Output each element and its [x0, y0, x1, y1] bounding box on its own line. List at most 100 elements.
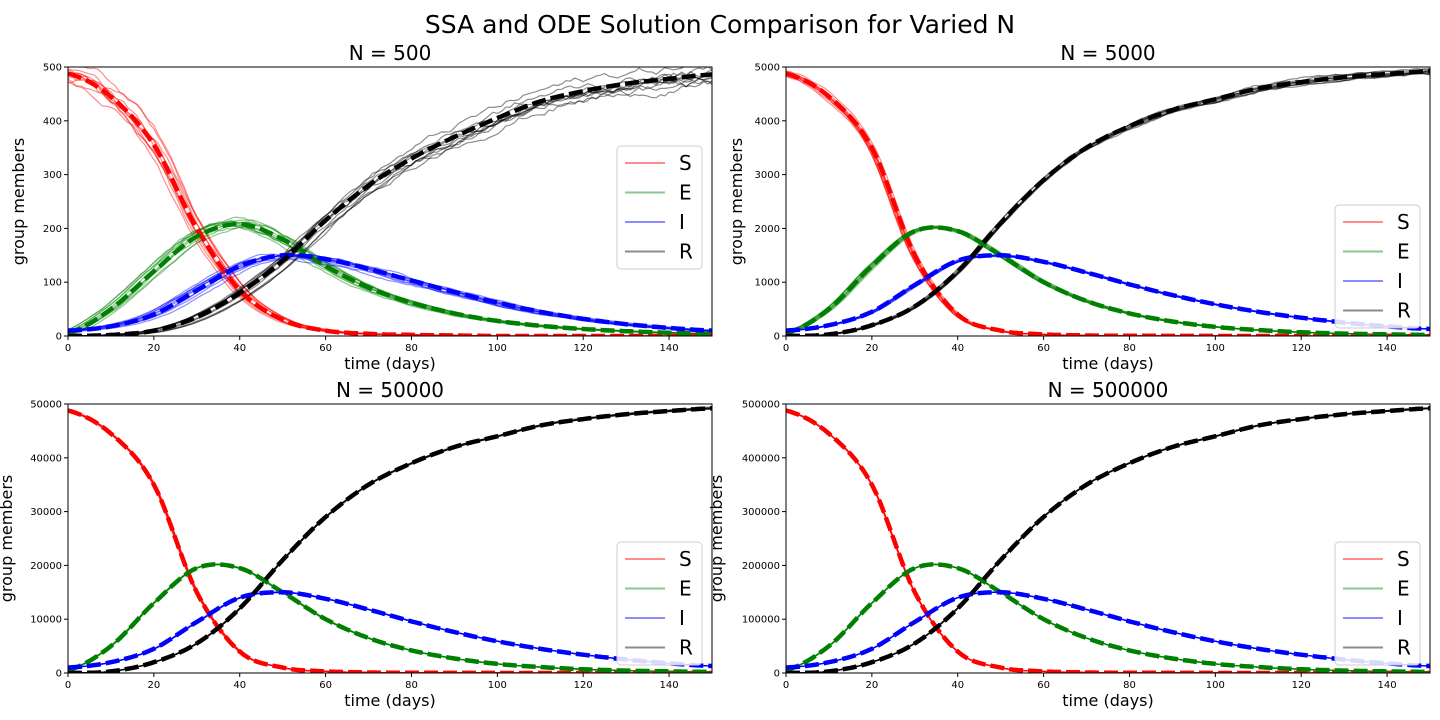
- ssa-line-S: [786, 409, 1430, 673]
- ssa-line-R: [786, 407, 1430, 673]
- legend-label-I: I: [1397, 269, 1403, 293]
- ssa-line-R: [786, 407, 1430, 673]
- y-tick-label: 200000: [742, 561, 780, 572]
- y-tick-label: 300: [43, 170, 62, 181]
- ssa-line-E: [786, 563, 1430, 673]
- ssa-line-R: [68, 407, 712, 673]
- ssa-line-S: [786, 71, 1430, 336]
- ssa-line-R: [786, 72, 1430, 336]
- ssa-line-E: [786, 563, 1430, 673]
- x-tick-label: 60: [319, 343, 332, 354]
- ssa-line-R: [68, 406, 712, 673]
- x-tick-label: 80: [1123, 680, 1136, 691]
- ssa-line-S: [68, 409, 712, 673]
- legend-box: [1334, 204, 1421, 329]
- ode-line-I: [68, 590, 712, 670]
- x-tick-label: 120: [574, 680, 593, 691]
- ssa-line-S: [68, 409, 712, 673]
- ssa-line-R: [68, 75, 712, 336]
- ssa-line-E: [786, 227, 1430, 336]
- legend-box: [1334, 541, 1421, 666]
- ssa-line-R: [786, 407, 1430, 673]
- ssa-line-S: [786, 71, 1430, 336]
- x-tick-label: 120: [1292, 343, 1311, 354]
- ssa-line-S: [786, 72, 1430, 336]
- ssa-line-S: [68, 410, 712, 673]
- legend-label-S: S: [679, 151, 692, 175]
- legend-label-R: R: [679, 240, 693, 264]
- ode-line-E: [68, 562, 712, 673]
- ode-line-S: [68, 408, 712, 673]
- ssa-line-E: [786, 226, 1430, 336]
- ode-line-R: [68, 72, 712, 336]
- ssa-line-E: [68, 563, 712, 673]
- y-tick-label: 0: [774, 669, 780, 680]
- x-tick-label: 0: [65, 680, 71, 691]
- ssa-line-E: [68, 563, 712, 673]
- legend-label-E: E: [679, 577, 692, 601]
- x-tick-label: 40: [233, 680, 246, 691]
- subplot-title: N = 500000: [1048, 378, 1169, 402]
- y-tick-label: 4000: [755, 116, 780, 127]
- ssa-line-S: [786, 409, 1430, 673]
- y-tick-label: 3000: [755, 170, 780, 181]
- x-tick-label: 100: [488, 343, 507, 354]
- ssa-line-S: [786, 410, 1430, 673]
- ssa-line-E: [786, 227, 1430, 336]
- y-tick-label: 5000: [755, 63, 780, 74]
- y-axis-label: group members: [9, 138, 28, 265]
- ssa-line-S: [68, 410, 712, 673]
- ode-line-E: [786, 225, 1430, 336]
- x-tick-label: 120: [574, 343, 593, 354]
- ssa-line-R: [68, 408, 712, 673]
- ssa-line-R: [786, 67, 1430, 336]
- ssa-line-S: [786, 73, 1430, 336]
- x-tick-label: 40: [233, 343, 246, 354]
- y-axis-label: group members: [0, 475, 16, 602]
- ssa-line-S: [786, 410, 1430, 673]
- ssa-line-R: [68, 407, 712, 673]
- ode-line-E: [786, 562, 1430, 673]
- ssa-line-I: [68, 254, 712, 332]
- y-tick-label: 0: [56, 669, 62, 680]
- x-tick-label: 80: [405, 680, 418, 691]
- ode-line-S: [786, 71, 1430, 336]
- ssa-line-E: [786, 563, 1430, 673]
- ssa-line-E: [68, 564, 712, 673]
- ssa-line-E: [68, 563, 712, 673]
- y-tick-label: 300000: [742, 507, 780, 518]
- y-tick-label: 100000: [742, 615, 780, 626]
- ssa-line-R: [786, 70, 1430, 336]
- x-tick-label: 0: [783, 680, 789, 691]
- legend-label-I: I: [1397, 606, 1403, 630]
- legend-box: [616, 541, 703, 666]
- ssa-line-R: [786, 69, 1430, 336]
- ode-line-R: [786, 406, 1430, 673]
- ssa-line-R: [68, 408, 712, 673]
- ssa-line-S: [68, 409, 712, 673]
- ssa-line-S: [786, 409, 1430, 673]
- x-tick-label: 100: [488, 680, 507, 691]
- ssa-line-S: [68, 409, 712, 673]
- legend-label-S: S: [679, 547, 692, 571]
- y-tick-label: 500: [43, 63, 62, 74]
- x-axis-label: time (days): [1062, 354, 1153, 373]
- ssa-line-E: [786, 563, 1430, 673]
- subplot-title: N = 5000: [1060, 41, 1155, 65]
- y-tick-label: 1000: [755, 278, 780, 289]
- ssa-line-E: [786, 227, 1430, 336]
- x-tick-label: 20: [147, 680, 160, 691]
- ssa-line-E: [68, 224, 712, 335]
- plot-area: [68, 67, 712, 336]
- subplot-1: N = 500 0 20 40 60 80 100 120 140 0 100 200 300 400 50…: [9, 41, 713, 373]
- ssa-line-R: [786, 72, 1430, 336]
- ssa-line-R: [68, 407, 712, 673]
- ssa-line-I: [68, 254, 712, 332]
- ssa-line-E: [786, 563, 1430, 673]
- ode-line-I: [68, 252, 712, 333]
- ode-line-R: [68, 406, 712, 673]
- ssa-line-R: [786, 70, 1430, 336]
